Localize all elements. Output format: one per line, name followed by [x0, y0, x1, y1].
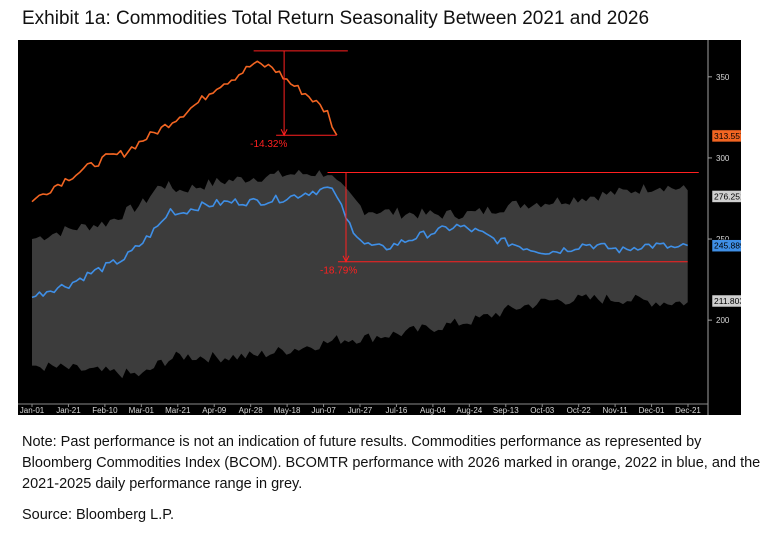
last-value-tags: 313.5574 276.2518 245.8892 211.8033	[711, 129, 741, 308]
x-tick-label: Mar-21	[165, 406, 191, 415]
last-value-label: 276.2518	[714, 191, 741, 201]
chart-svg: -14.32%-18.79% 200250300350 Jan-01Jan-21…	[18, 40, 741, 415]
chart-source: Source: Bloomberg L.P.	[22, 507, 175, 523]
y-tick-label: 300	[716, 154, 730, 163]
x-tick-label: Jun-07	[311, 406, 336, 415]
x-tick-label: Nov-11	[603, 406, 629, 415]
x-tick-label: Apr-09	[202, 406, 227, 415]
drawdown-arrow-icon	[280, 128, 288, 137]
chart-note: Note: Past performance is not an indicat…	[22, 434, 761, 492]
last-value-tag	[711, 239, 741, 252]
x-tick-label: Jun-27	[348, 406, 373, 415]
x-tick-label: Oct-22	[567, 406, 592, 415]
series-line-2022	[31, 186, 688, 299]
x-tick-label: Jan-21	[56, 406, 81, 415]
x-tick-label: Feb-10	[92, 406, 118, 415]
x-tick-label: Aug-24	[456, 406, 482, 415]
x-tick-label: Sep-13	[493, 406, 519, 415]
range-band-layer	[32, 169, 688, 379]
x-tick-label: Aug-04	[420, 406, 446, 415]
last-value-label: 245.8892	[714, 241, 741, 251]
range-band-2021-2025	[32, 169, 688, 379]
x-tick-label: Mar-01	[129, 406, 155, 415]
chart-area: -14.32%-18.79% 200250300350 Jan-01Jan-21…	[18, 40, 741, 415]
drawdown-annotations: -14.32% -18.79%	[250, 50, 699, 277]
drawdown-label: -18.79%	[320, 266, 357, 277]
x-tick-label: May-18	[274, 406, 301, 415]
y-tick-label: 350	[716, 73, 730, 82]
y-axis: 200250300350	[707, 40, 730, 415]
x-tick-label: Apr-28	[239, 406, 264, 415]
x-tick-label: Jul-16	[386, 406, 408, 415]
x-tick-label: Dec-01	[639, 406, 665, 415]
drawdown-arrow-icon	[342, 255, 350, 263]
last-value-tag	[711, 129, 741, 143]
chart-title: Exhibit 1a: Commodities Total Return Sea…	[22, 8, 650, 29]
x-axis: Jan-01 Jan-21 Feb-10 Mar-01 Mar-21 Apr-09 Apr-…	[18, 403, 708, 415]
x-tick-label: Jan-01	[20, 406, 45, 415]
last-value-label: 211.8033	[714, 296, 741, 306]
y-tick-label: 200	[716, 316, 730, 325]
last-value-tag	[711, 190, 741, 203]
x-tick-label: Oct-03	[530, 406, 555, 415]
x-tick-label: Dec-21	[675, 406, 701, 415]
drawdown-label: -14.32%	[250, 139, 287, 150]
last-value-tag	[711, 294, 741, 308]
last-value-label: 313.5574	[714, 131, 741, 141]
